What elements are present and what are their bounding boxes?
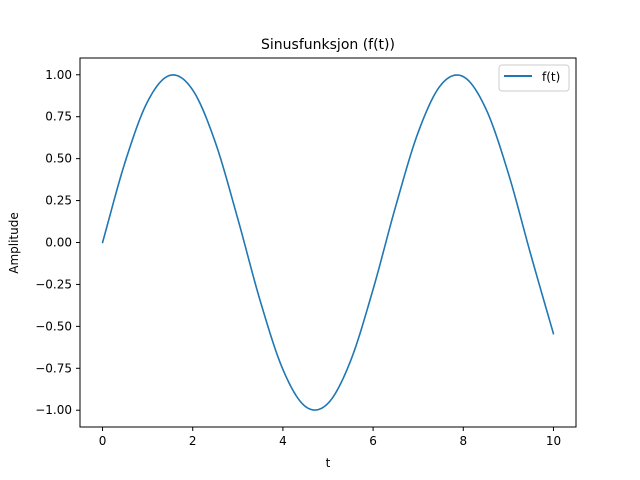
x-tick-label: 8 [459, 434, 467, 448]
legend-label-f-t: f(t) [542, 70, 560, 84]
chart-title: Sinusfunksjon (f(t)) [261, 37, 395, 53]
y-axis-label: Amplitude [7, 212, 21, 274]
x-tick-label: 2 [189, 434, 197, 448]
y-tick-label: −0.25 [35, 277, 72, 291]
series-line-f-t [101, 74, 555, 411]
series-layer [101, 74, 555, 411]
y-tick-label: −0.75 [35, 361, 72, 375]
y-tick-label: 0.00 [45, 236, 72, 250]
y-tick-label: −1.00 [35, 403, 72, 417]
y-tick-label: 0.25 [45, 194, 72, 208]
x-tick-label: 0 [99, 434, 107, 448]
x-tick-label: 10 [546, 434, 561, 448]
x-axis-ticks: 0 2 4 6 8 10 [99, 427, 561, 448]
y-tick-label: 1.00 [45, 68, 72, 82]
x-tick-label: 4 [279, 434, 287, 448]
x-tick-label: 6 [369, 434, 377, 448]
plot-frame [79, 57, 577, 428]
y-tick-label: −0.50 [35, 319, 72, 333]
legend-box [498, 64, 570, 92]
legend: f(t) [498, 64, 570, 92]
x-axis-label: t [326, 456, 331, 470]
y-tick-label: 0.75 [45, 110, 72, 124]
y-tick-label: 0.50 [45, 152, 72, 166]
y-axis-ticks: −1.00 −0.75 −0.50 −0.25 0.00 0.25 0.50 0.75 1.00 [35, 68, 80, 417]
